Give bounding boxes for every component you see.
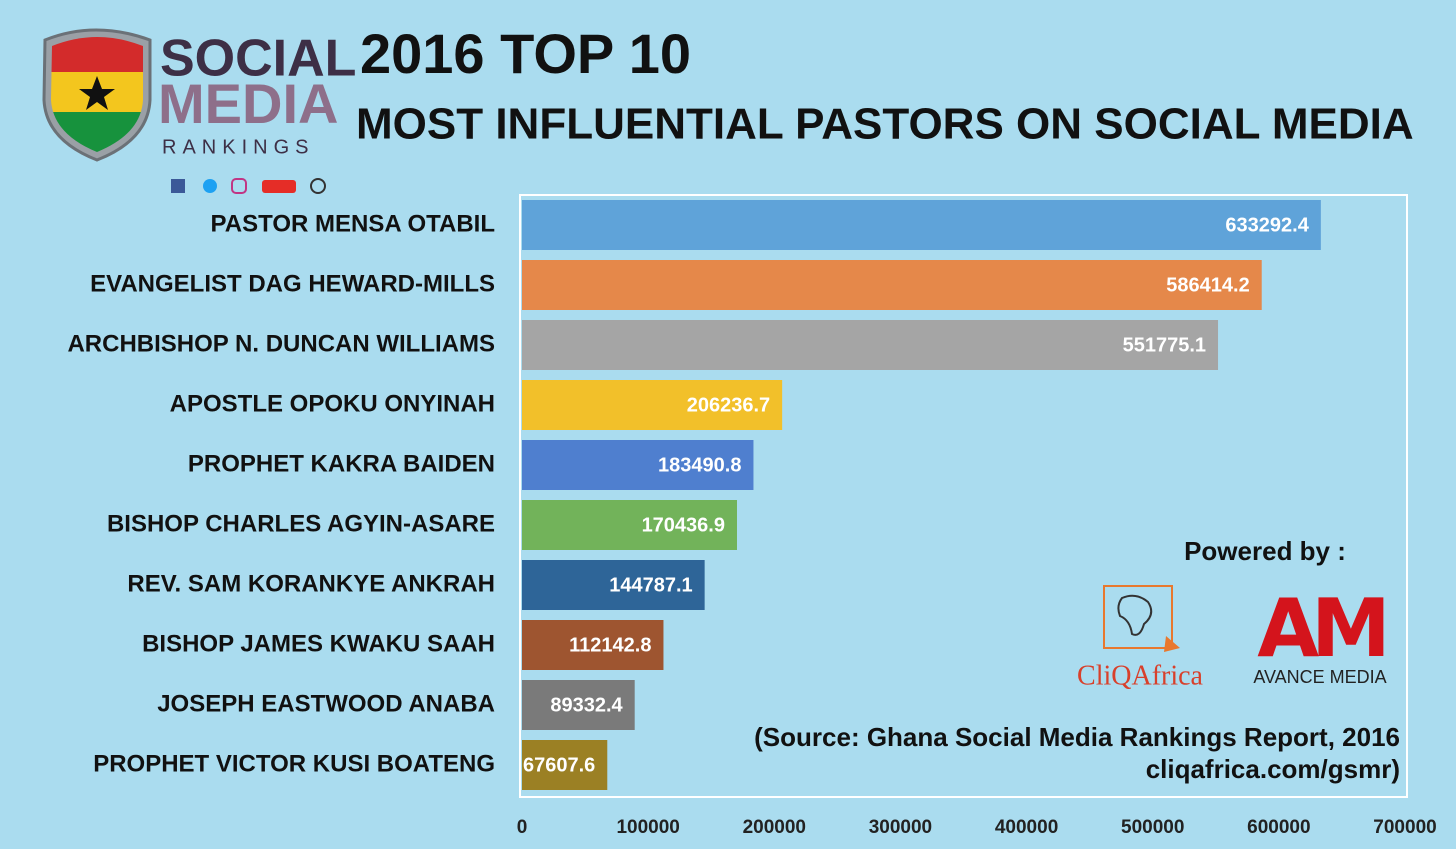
y-tick-label: REV. SAM KORANKYE ANKRAH <box>127 570 495 597</box>
annotation: CliQAfrica <box>1077 660 1204 691</box>
bar <box>522 740 608 790</box>
y-tick-label: APOSTLE OPOKU ONYINAH <box>170 390 495 417</box>
data-label: 183490.8 <box>658 454 741 476</box>
social-icons <box>171 178 326 194</box>
y-tick-label: JOSEPH EASTWOOD ANABA <box>157 690 495 717</box>
annotation: (Source: Ghana Social Media Rankings Rep… <box>754 722 1400 752</box>
y-tick-label: PASTOR MENSA OTABIL <box>211 210 495 237</box>
data-label: 67607.6 <box>523 754 595 776</box>
logo-text: MEDIA <box>158 72 338 135</box>
data-label: 551775.1 <box>1123 334 1206 356</box>
bar <box>522 440 754 490</box>
x-tick-label: 700000 <box>1373 817 1436 838</box>
x-tick-label: 300000 <box>869 817 932 838</box>
logo-shield <box>42 28 152 162</box>
x-tick-label: 600000 <box>1247 817 1310 838</box>
x-tick-label: 500000 <box>1121 817 1184 838</box>
bar <box>522 200 1321 250</box>
y-tick-label: PROPHET KAKRA BAIDEN <box>188 450 495 477</box>
bar <box>522 260 1262 310</box>
logo-text: RANKINGS <box>162 136 314 158</box>
data-label: 633292.4 <box>1225 214 1309 236</box>
chart-subtitle: MOST INFLUENTIAL PASTORS ON SOCIAL MEDIA <box>356 100 1414 149</box>
y-tick-label: BISHOP CHARLES AGYIN-ASARE <box>107 510 495 537</box>
x-tick-label: 200000 <box>743 817 806 838</box>
plot-area <box>519 194 1408 798</box>
y-tick-label: EVANGELIST DAG HEWARD-MILLS <box>90 270 495 297</box>
x-tick-label: 0 <box>517 817 528 838</box>
data-label: 89332.4 <box>550 694 623 716</box>
y-tick-label: ARCHBISHOP N. DUNCAN WILLIAMS <box>67 330 495 357</box>
cliqafrica-logo <box>1103 585 1180 652</box>
chart-title: 2016 TOP 10 <box>360 22 691 85</box>
annotation: AM <box>1257 582 1384 675</box>
annotation: Powered by : <box>1184 536 1346 566</box>
y-tick-label: BISHOP JAMES KWAKU SAAH <box>142 630 495 657</box>
annotation: cliqafrica.com/gsmr) <box>1146 754 1400 784</box>
data-label: 170436.9 <box>642 514 725 536</box>
logo-text: SOCIAL <box>160 30 356 88</box>
y-tick-label: PROPHET VICTOR KUSI BOATENG <box>93 750 495 777</box>
annotation: AVANCE MEDIA <box>1253 667 1386 687</box>
x-tick-label: 400000 <box>995 817 1058 838</box>
bar <box>522 500 737 550</box>
bar <box>522 320 1219 370</box>
data-label: 206236.7 <box>687 394 770 416</box>
x-tick-label: 100000 <box>616 817 679 838</box>
data-label: 112142.8 <box>569 634 651 656</box>
bar <box>522 680 635 730</box>
bar <box>522 620 664 670</box>
bar <box>522 560 705 610</box>
data-label: 144787.1 <box>609 574 692 596</box>
bar <box>522 380 783 430</box>
data-label: 586414.2 <box>1166 274 1249 296</box>
